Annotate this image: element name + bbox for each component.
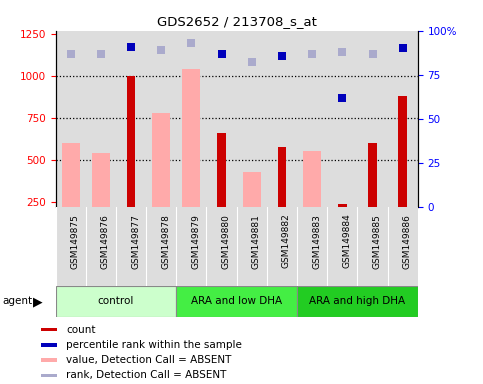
Text: GSM149886: GSM149886 [403, 214, 412, 268]
Text: GSM149881: GSM149881 [252, 214, 261, 268]
Text: rank, Detection Call = ABSENT: rank, Detection Call = ABSENT [66, 370, 227, 380]
Text: GSM149876: GSM149876 [101, 214, 110, 268]
Text: control: control [98, 296, 134, 306]
Bar [267, 31, 297, 207]
Bar [41, 343, 57, 347]
Bar [152, 113, 170, 207]
Bar [303, 151, 321, 207]
Text: GSM149880: GSM149880 [222, 214, 230, 268]
Bar [237, 207, 267, 286]
Bar [116, 207, 146, 286]
Text: ▶: ▶ [33, 295, 43, 308]
Bar [56, 31, 86, 207]
Bar [41, 358, 57, 362]
Bar [116, 31, 146, 207]
Bar [338, 204, 347, 207]
Bar [176, 286, 297, 317]
Bar [357, 207, 388, 286]
Bar [207, 207, 237, 286]
Bar [41, 328, 57, 331]
Bar [297, 31, 327, 207]
Text: count: count [66, 325, 96, 335]
Text: GSM149884: GSM149884 [342, 214, 351, 268]
Bar [369, 144, 377, 207]
Bar [56, 207, 86, 286]
Title: GDS2652 / 213708_s_at: GDS2652 / 213708_s_at [156, 15, 317, 28]
Bar [388, 207, 418, 286]
Bar [327, 207, 357, 286]
Bar [86, 31, 116, 207]
Bar [86, 207, 116, 286]
Bar [146, 31, 176, 207]
Text: GSM149885: GSM149885 [372, 214, 382, 268]
Text: value, Detection Call = ABSENT: value, Detection Call = ABSENT [66, 355, 232, 365]
Bar [388, 31, 418, 207]
Bar [56, 286, 176, 317]
Bar [327, 31, 357, 207]
Bar [207, 31, 237, 207]
Text: GSM149875: GSM149875 [71, 214, 80, 268]
Bar [217, 133, 226, 207]
Bar [127, 76, 135, 207]
Text: GSM149882: GSM149882 [282, 214, 291, 268]
Bar [278, 147, 286, 207]
Bar [267, 207, 297, 286]
Bar [92, 153, 110, 207]
Text: ARA and high DHA: ARA and high DHA [309, 296, 406, 306]
Text: GSM149877: GSM149877 [131, 214, 140, 268]
Text: GSM149883: GSM149883 [312, 214, 321, 268]
Text: ARA and low DHA: ARA and low DHA [191, 296, 282, 306]
Text: GSM149878: GSM149878 [161, 214, 170, 268]
Bar [297, 207, 327, 286]
Bar [357, 31, 388, 207]
Bar [242, 172, 261, 207]
Bar [398, 96, 407, 207]
Bar [237, 31, 267, 207]
Bar [176, 31, 207, 207]
Text: percentile rank within the sample: percentile rank within the sample [66, 340, 242, 350]
Bar [62, 144, 80, 207]
Text: GSM149879: GSM149879 [191, 214, 200, 268]
Bar [146, 207, 176, 286]
Bar [41, 374, 57, 377]
Bar [297, 286, 418, 317]
Bar [176, 207, 207, 286]
Text: agent: agent [2, 296, 32, 306]
Bar [183, 70, 200, 207]
